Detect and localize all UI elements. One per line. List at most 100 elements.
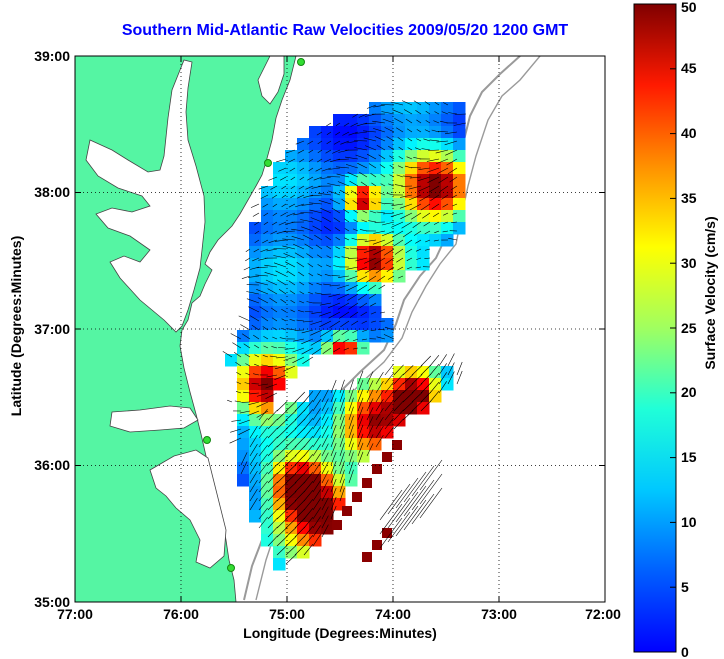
velocity-arrow: [373, 248, 386, 256]
velocity-arrow: [323, 226, 332, 232]
velocity-arrow: [379, 164, 386, 169]
velocity-arrow: [352, 113, 359, 118]
velocity-arrow: [356, 248, 368, 251]
velocity-arrow: [285, 401, 297, 412]
pamlico-sound: [149, 449, 227, 569]
velocity-cell: [357, 150, 370, 163]
velocity-arrow: [276, 518, 288, 529]
velocity-cell: [309, 450, 322, 463]
velocity-cell: [321, 426, 334, 439]
velocity-cell: [321, 474, 334, 487]
velocity-arrow: [354, 140, 368, 142]
velocity-cell: [345, 138, 358, 151]
x-tick-label: 75:00: [269, 606, 305, 622]
velocity-arrow: [452, 212, 458, 215]
velocity-arrow: [349, 247, 359, 250]
velocity-arrow: [263, 212, 269, 217]
velocity-cell: [309, 510, 322, 523]
velocity-arrow: [391, 203, 404, 206]
velocity-cell: [345, 258, 358, 271]
velocity-arrow: [382, 239, 395, 247]
velocity-cell: [249, 222, 262, 235]
velocity-cell: [285, 546, 298, 559]
velocity-arrow: [248, 401, 260, 405]
velocity-cell: [369, 222, 382, 235]
velocity-arrow: [349, 180, 359, 187]
velocity-cell: [405, 126, 418, 139]
velocity-arrow: [256, 410, 269, 418]
y-tick-label: 37:00: [34, 321, 70, 337]
velocity-arrow: [294, 454, 306, 466]
colorbar: [633, 3, 677, 653]
velocity-arrow: [254, 230, 260, 235]
velocity-arrow: [354, 131, 368, 134]
velocity-cell: [261, 438, 274, 451]
velocity-arrow: [238, 315, 251, 322]
velocity-arrow: [386, 193, 395, 196]
velocity-arrow: [258, 453, 268, 466]
velocity-arrow: [222, 351, 233, 358]
velocity-arrow: [384, 363, 394, 376]
velocity-cell: [309, 282, 322, 295]
velocity-arrow: [405, 118, 413, 124]
velocity-arrow: [339, 478, 345, 493]
velocity-arrow: [267, 490, 278, 502]
velocity-cell: [321, 198, 334, 211]
velocity-arrow: [444, 131, 458, 135]
velocity-cell: [321, 330, 334, 343]
velocity-cell: [429, 234, 442, 247]
velocity-arrow: [336, 166, 350, 169]
radar-stations: [203, 58, 305, 572]
velocity-arrow: [321, 434, 329, 448]
velocity-arrow: [425, 120, 431, 124]
velocity-cell: [417, 150, 430, 163]
velocity-arrow: [346, 266, 359, 270]
velocity-arrow: [258, 417, 268, 430]
velocity-cell: [273, 174, 286, 187]
velocity-arrow: [386, 266, 395, 273]
velocity-arrow: [452, 203, 458, 207]
velocity-cell: [249, 414, 262, 427]
velocity-cell: [369, 438, 382, 451]
velocity-arrow: [321, 407, 329, 421]
velocity-arrow: [376, 336, 386, 340]
velocity-arrow: [379, 192, 386, 196]
velocity-arrow: [317, 140, 323, 145]
velocity-arrow: [278, 289, 287, 295]
velocity-arrow: [330, 469, 337, 484]
velocity-arrow: [266, 374, 278, 378]
velocity-arrow: [348, 451, 354, 466]
velocity-arrow: [235, 362, 242, 367]
velocity-arrow: [296, 319, 305, 322]
velocity-cell: [261, 258, 274, 271]
velocity-arrow: [232, 342, 242, 349]
velocity-arrow: [272, 212, 278, 217]
velocity-arrow: [429, 139, 440, 142]
velocity-arrow: [338, 311, 350, 319]
velocity-cell: [285, 462, 298, 475]
velocity-arrow: [411, 167, 422, 169]
velocity-arrow: [266, 248, 278, 252]
velocity-arrow: [227, 399, 233, 403]
velocity-arrow: [290, 176, 296, 181]
velocity-arrow: [434, 230, 440, 234]
velocity-arrow: [357, 451, 364, 466]
velocity-arrow: [246, 291, 260, 295]
velocity-arrow: [339, 379, 345, 394]
velocity-cell: [345, 330, 358, 343]
velocity-arrow: [402, 374, 414, 385]
velocity-arrow: [265, 279, 278, 286]
velocity-arrow: [416, 119, 422, 124]
velocity-arrow: [352, 200, 359, 205]
velocity-arrow: [263, 221, 269, 226]
velocity-arrow: [430, 194, 440, 202]
velocity-arrow: [306, 253, 314, 259]
velocity-cell: [441, 366, 454, 379]
velocity-arrow: [385, 257, 395, 265]
velocity-cell: [261, 534, 274, 547]
velocity-cell: [381, 426, 394, 439]
velocity-arrow: [253, 334, 260, 340]
velocity-arrow: [303, 400, 314, 412]
velocity-cell: [333, 330, 346, 343]
velocity-arrow: [285, 437, 297, 448]
